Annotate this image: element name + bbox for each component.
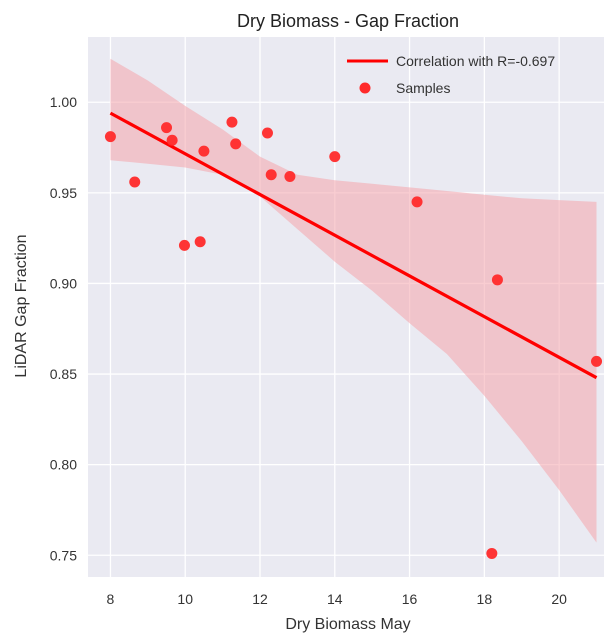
y-axis-ticks: 0.75 0.80 0.85 0.90 0.95 1.00	[50, 94, 77, 563]
x-tick-label: 16	[402, 591, 418, 607]
sample-point	[265, 169, 277, 181]
y-tick-label: 0.90	[50, 275, 77, 291]
sample-point	[284, 171, 296, 183]
regression-line	[109, 111, 598, 380]
y-tick-label: 0.75	[50, 547, 77, 563]
x-tick-label: 18	[477, 591, 493, 607]
sample-point	[491, 274, 503, 286]
y-tick-label: 0.80	[50, 457, 77, 473]
x-tick-label: 8	[107, 591, 115, 607]
x-tick-label: 14	[327, 591, 343, 607]
sample-point	[129, 176, 141, 188]
y-axis-title: LiDAR Gap Fraction	[13, 234, 30, 377]
sample-points	[104, 116, 603, 559]
sample-point	[486, 547, 498, 559]
x-axis-ticks: 8 10 12 14 16 18 20	[107, 591, 568, 607]
sample-point	[104, 131, 116, 143]
y-tick-label: 0.95	[50, 185, 77, 201]
sample-point	[198, 145, 210, 157]
x-axis-title: Dry Biomass May	[285, 616, 410, 633]
legend: Correlation with R=-0.697 Samples	[347, 53, 555, 96]
sample-point	[230, 138, 242, 150]
x-tick-label: 12	[252, 591, 268, 607]
chart-title: Dry Biomass - Gap Fraction	[237, 11, 459, 31]
sample-point	[166, 134, 178, 146]
x-tick-label: 10	[177, 591, 193, 607]
sample-point	[411, 196, 423, 208]
sample-point	[194, 236, 206, 248]
legend-label-samples: Samples	[396, 80, 450, 96]
sample-point	[261, 127, 273, 139]
legend-label-correlation: Correlation with R=-0.697	[396, 53, 555, 69]
x-tick-label: 20	[551, 591, 567, 607]
sample-point	[178, 239, 190, 251]
sample-point	[329, 151, 341, 163]
y-tick-label: 1.00	[50, 94, 77, 110]
sample-point	[226, 116, 238, 128]
legend-point-swatch	[359, 82, 371, 94]
y-tick-label: 0.85	[50, 366, 77, 382]
regression-line-group	[109, 111, 598, 380]
sample-point	[161, 122, 173, 134]
sample-point	[591, 355, 603, 367]
